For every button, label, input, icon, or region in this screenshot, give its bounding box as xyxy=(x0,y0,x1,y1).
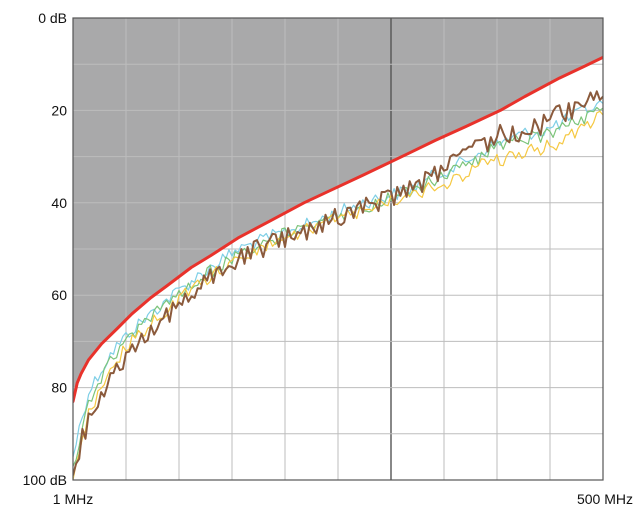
series-line-3 xyxy=(73,110,603,480)
plot-frame xyxy=(72,17,604,481)
limit-line xyxy=(73,55,603,403)
shaded-region xyxy=(73,18,603,402)
x-tick-label: 1 MHz xyxy=(53,491,93,507)
y-tick-label: 0 dB xyxy=(38,10,67,26)
y-tick-label: 100 dB xyxy=(23,472,67,488)
y-tick-label: 20 xyxy=(51,102,67,118)
y-tick-label: 40 xyxy=(51,195,67,211)
x-tick-label: 500 MHz xyxy=(577,491,633,507)
y-tick-label: 80 xyxy=(51,380,67,396)
y-tick-label: 60 xyxy=(51,287,67,303)
series-line-4 xyxy=(73,90,603,476)
